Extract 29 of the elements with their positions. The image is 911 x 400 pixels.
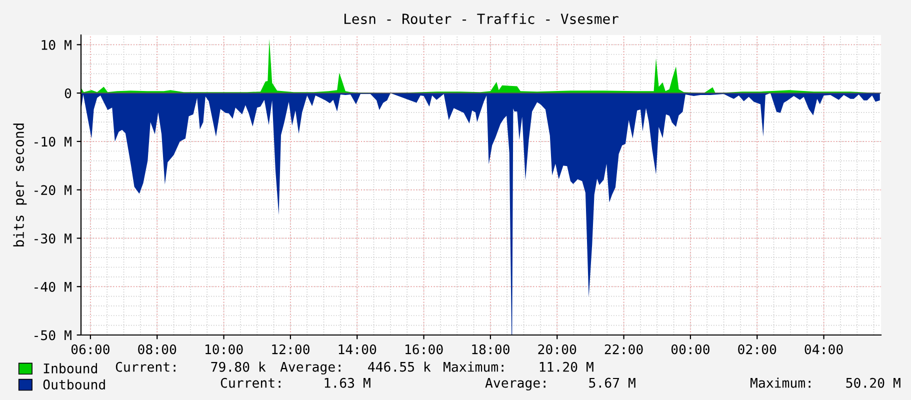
- x-tick-label: 10:00: [206, 344, 243, 354]
- x-tick-label: 18:00: [472, 344, 510, 354]
- text: Current: 79.80 k: [116, 362, 266, 372]
- x-tick-label: 04:00: [804, 344, 843, 354]
- x-tick-label: 02:00: [738, 344, 776, 354]
- y-axis-title: bits per second: [13, 124, 27, 246]
- text: Maximum: 11.20 M: [444, 362, 594, 372]
- y-tick-label: 0: [64, 88, 72, 98]
- x-tick-label: 12:00: [272, 344, 310, 354]
- y-tick-label: 10 M: [42, 40, 72, 50]
- text: Average: 5.67 M: [485, 378, 636, 390]
- x-tick-label: 00:00: [671, 344, 710, 354]
- x-tick-label: 22:00: [604, 344, 643, 354]
- text: Average: 446.55 k: [280, 362, 431, 374]
- x-tick-label: 16:00: [406, 344, 443, 354]
- y-tick-label: -30 M: [34, 233, 72, 244]
- y-tick-label: -20 M: [34, 185, 72, 196]
- x-tick-label: 14:00: [338, 344, 376, 354]
- x-tick-label: 06:00: [71, 344, 110, 354]
- legend-label: Outbound: [43, 379, 105, 390]
- x-tick-label: 20:00: [538, 344, 576, 354]
- y-tick-label: -50 M: [34, 330, 72, 340]
- legend-label: Inbound: [44, 363, 97, 374]
- chart-title: Lesn - Router - Traffic - Vsesmer: [344, 13, 618, 24]
- text: Maximum: 50.20 M: [750, 378, 900, 388]
- x-tick-label: 08:00: [138, 344, 176, 354]
- text: Current: 1.63 M: [220, 378, 370, 388]
- y-tick-label: -10 M: [34, 136, 72, 147]
- y-tick-label: -40 M: [34, 282, 72, 292]
